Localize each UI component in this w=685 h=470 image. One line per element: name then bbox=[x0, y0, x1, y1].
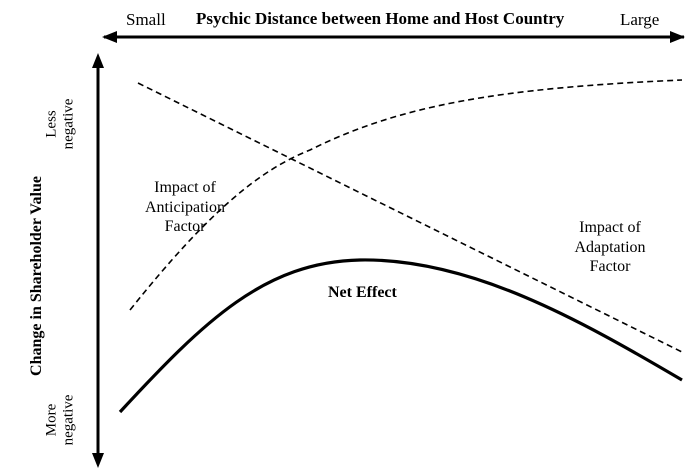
adaptation-factor-label: Impact of Adaptation Factor bbox=[560, 218, 660, 277]
y-axis-bottom-label-line-1: More bbox=[43, 403, 60, 437]
x-axis-left-label: Small bbox=[126, 10, 166, 29]
anticipation-factor-label: Impact of Anticipation Factor bbox=[130, 178, 240, 237]
anticipation-label-line-1: Impact of bbox=[154, 179, 216, 196]
y-axis-bottom-label: More negative bbox=[44, 395, 77, 446]
anticipation-label-line-2: Anticipation bbox=[145, 198, 225, 216]
net-effect-curve bbox=[118, 258, 683, 414]
y-axis-top-label-line-2: negative bbox=[60, 98, 76, 150]
anticipation-label-line-3: Factor bbox=[164, 218, 206, 236]
y-axis-bottom-label-line-2: negative bbox=[60, 394, 76, 446]
y-axis-top-label-line-1: Less bbox=[43, 110, 60, 138]
x-axis-title: Psychic Distance between Home and Host C… bbox=[196, 9, 565, 28]
adaptation-label-line-1: Impact of bbox=[579, 219, 641, 236]
net-effect-label: Net Effect bbox=[328, 284, 397, 301]
adaptation-label-line-2: Adaptation bbox=[574, 238, 646, 256]
adaptation-curve bbox=[137, 82, 683, 353]
x-axis-arrow bbox=[102, 31, 685, 43]
adaptation-label-line-3: Factor bbox=[589, 258, 631, 276]
y-axis-top-label: Less negative bbox=[44, 99, 77, 150]
y-axis-title: Change in Shareholder Value bbox=[28, 176, 45, 376]
anticipation-curve bbox=[129, 79, 683, 311]
y-axis-arrow bbox=[92, 53, 104, 468]
x-axis-right-label: Large bbox=[620, 10, 660, 29]
